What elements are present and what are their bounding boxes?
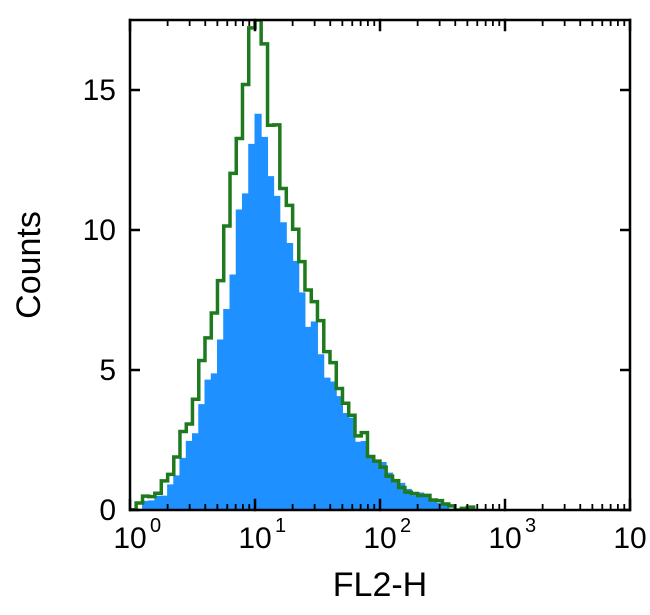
x-axis-label: FL2-H <box>333 566 427 604</box>
svg-text:10: 10 <box>613 522 646 555</box>
y-tick-label: 10 <box>83 214 116 247</box>
svg-text:10: 10 <box>238 522 271 555</box>
fl2h-histogram-chart: 100101102103104051015FL2-HCounts <box>0 0 650 615</box>
svg-text:10: 10 <box>113 522 146 555</box>
svg-text:1: 1 <box>275 515 286 537</box>
y-tick-label: 5 <box>99 354 116 387</box>
y-axis-label: Counts <box>10 211 48 319</box>
y-tick-label: 0 <box>99 494 116 527</box>
svg-text:10: 10 <box>488 522 521 555</box>
svg-text:3: 3 <box>525 515 536 537</box>
y-tick-label: 15 <box>83 74 116 107</box>
svg-text:2: 2 <box>400 515 411 537</box>
chart-svg: 100101102103104051015FL2-HCounts <box>0 0 650 615</box>
svg-text:10: 10 <box>363 522 396 555</box>
svg-text:0: 0 <box>150 515 161 537</box>
